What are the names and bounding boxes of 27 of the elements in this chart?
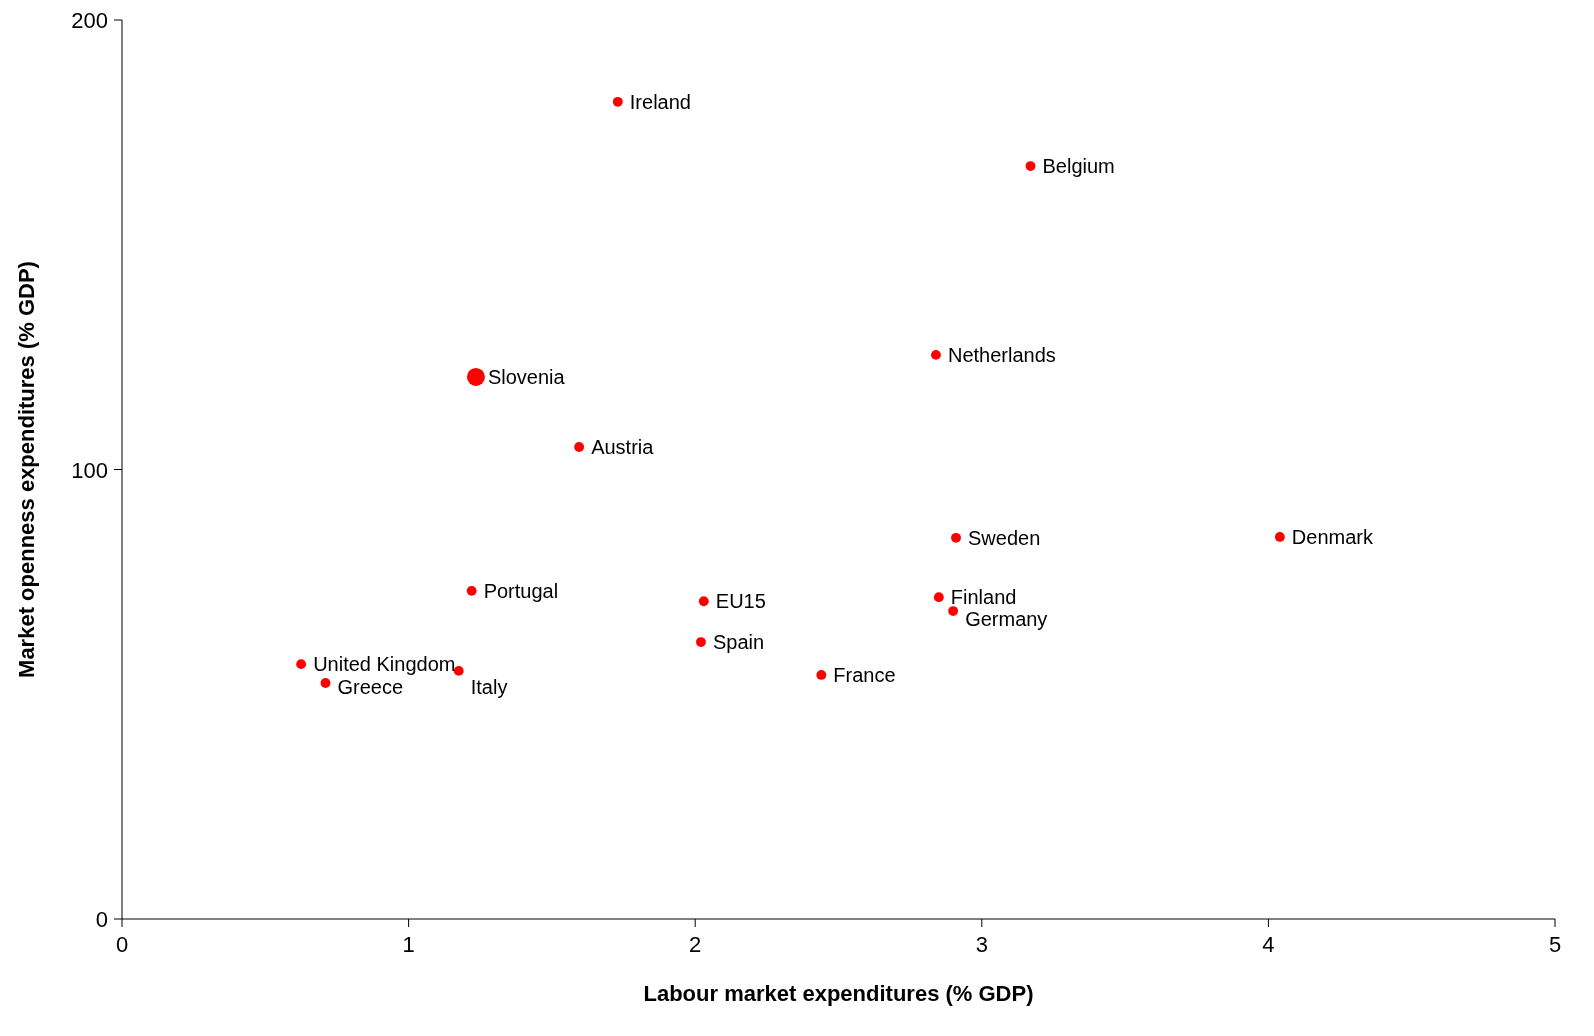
- y-axis-title: Market openness expenditures (% GDP): [14, 261, 39, 678]
- x-axis-title: Labour market expenditures (% GDP): [643, 981, 1034, 1006]
- x-tick-label: 3: [975, 932, 988, 957]
- annotation: Germany: [965, 608, 1048, 631]
- annotation: Portugal: [483, 579, 559, 602]
- y-tick-label: 100: [71, 457, 108, 483]
- annotation: Spain: [712, 631, 765, 654]
- x-tick-label: 5: [1548, 932, 1562, 957]
- x-tick-label: 0: [115, 932, 129, 957]
- annotation: Italy: [470, 675, 508, 698]
- annotation: United Kingdom: [313, 653, 456, 676]
- annotation: Austria: [591, 436, 655, 459]
- y-tick-label: 0: [95, 907, 108, 932]
- x-tick-label: 2: [689, 932, 702, 957]
- annotation: Sweden: [968, 526, 1041, 549]
- annotation: Belgium: [1042, 155, 1115, 178]
- annotation: Ireland: [629, 90, 691, 113]
- x-tick-label: 1: [402, 932, 415, 957]
- annotation: France: [833, 663, 896, 686]
- annotation: EU15: [715, 590, 766, 613]
- annotation: Finland: [950, 586, 1017, 609]
- annotation: Netherlands: [947, 343, 1056, 366]
- annotation: Denmark: [1291, 525, 1374, 548]
- y-tick-label: 200: [71, 8, 108, 33]
- annotation: Greece: [337, 676, 404, 699]
- x-tick-label: 4: [1262, 932, 1275, 957]
- annotation: Slovenia: [487, 365, 566, 388]
